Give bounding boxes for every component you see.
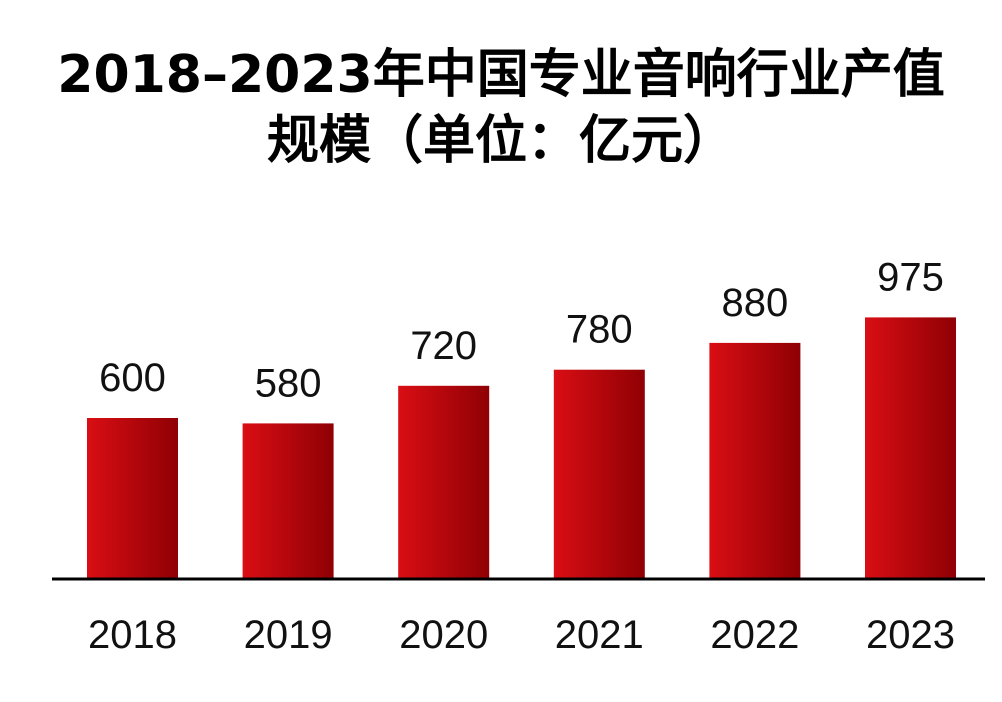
bar-2020	[398, 385, 490, 579]
chart-title: 2018–2023年中国专业音响行业产值 规模（单位：亿元）	[0, 42, 1002, 174]
data-label-2020: 720	[410, 324, 477, 368]
data-label-2023: 975	[877, 255, 944, 299]
x-tick-label-2019: 2019	[244, 613, 333, 657]
x-tick-label-2018: 2018	[88, 613, 177, 657]
data-label-2022: 880	[722, 281, 789, 325]
x-tick-label-2023: 2023	[866, 613, 955, 657]
x-tick-label-2022: 2022	[710, 613, 799, 657]
x-tick-label-2021: 2021	[555, 613, 644, 657]
bar-2018	[87, 418, 178, 579]
bar-2023	[865, 317, 956, 579]
bar-2021	[553, 369, 645, 579]
data-label-2019: 580	[255, 361, 322, 405]
chart-title-line-2: 规模（单位：亿元）	[266, 111, 735, 171]
bars-layer	[87, 317, 956, 579]
data-label-2021: 780	[566, 308, 633, 352]
x-tick-labels-layer: 2018 2019 2020 2021 2022 2023	[88, 613, 955, 657]
bar-2019	[242, 423, 334, 579]
x-tick-label-2020: 2020	[399, 613, 488, 657]
chart-title-line-1: 2018–2023年中国专业音响行业产值	[57, 45, 945, 105]
bar-2022	[709, 342, 801, 579]
data-labels-layer: 600 580 720 780 880 975	[99, 255, 944, 405]
data-label-2018: 600	[99, 356, 166, 400]
